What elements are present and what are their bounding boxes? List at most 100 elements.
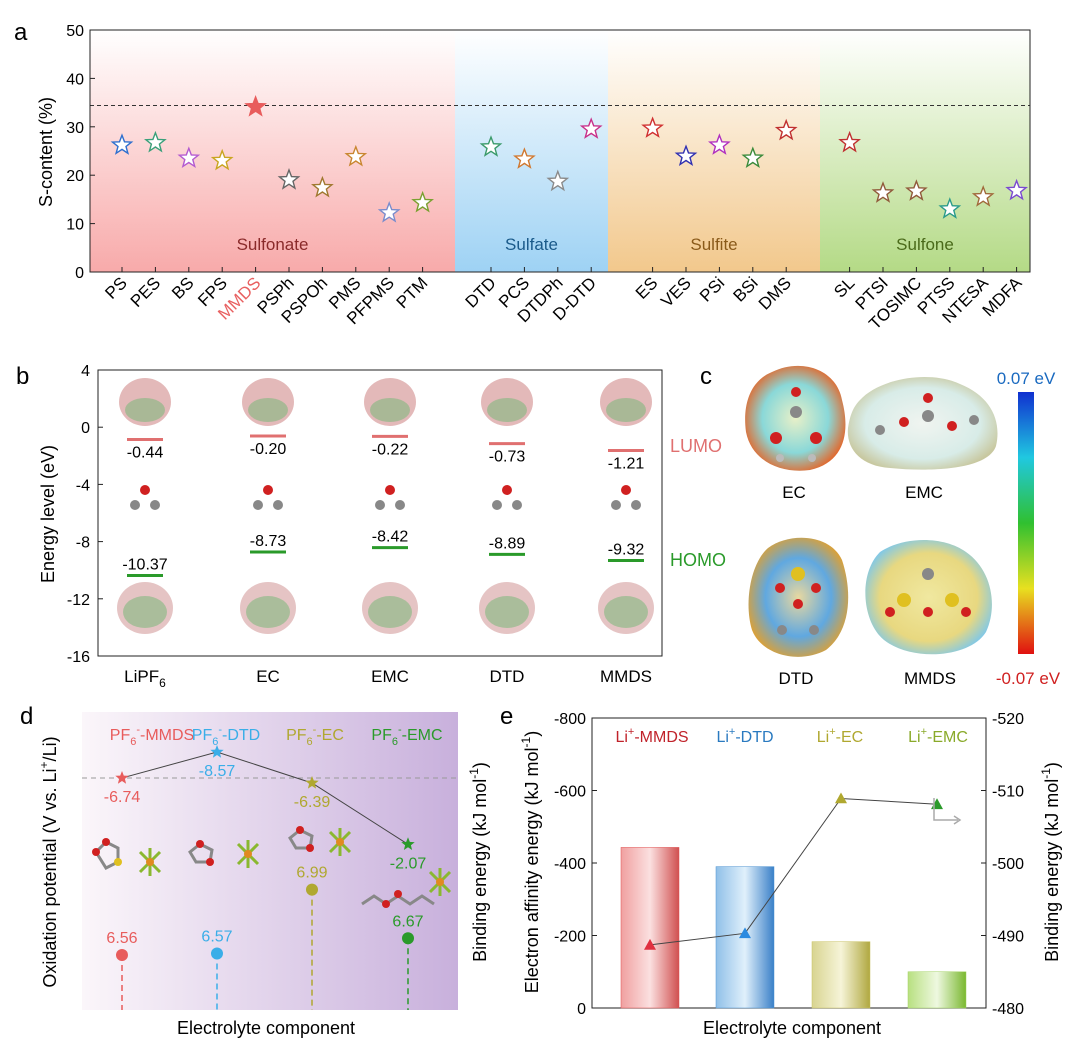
homo-orbital-lobe bbox=[246, 596, 290, 628]
x-tick-label: DTD bbox=[462, 273, 500, 311]
binding-energy-value: -6.39 bbox=[294, 794, 331, 811]
homo-value: -9.32 bbox=[608, 541, 645, 558]
molecule-orbitals-mmds bbox=[598, 378, 654, 634]
x-category-label: LiPF6 bbox=[124, 667, 166, 690]
oxidation-potential-value: 6.67 bbox=[392, 913, 423, 930]
legend-item: Li+-EMC bbox=[908, 726, 968, 746]
colorbar bbox=[1018, 392, 1034, 654]
data-star-ps bbox=[110, 133, 134, 155]
y2-tick-label: -510 bbox=[992, 784, 1024, 801]
data-star-ptss bbox=[938, 197, 962, 219]
lumo-orbital-lobe bbox=[606, 398, 646, 422]
y-axis-label: S-content (%) bbox=[36, 97, 56, 207]
electron-affinity-bar-0 bbox=[620, 847, 680, 1009]
y-tick-label: -800 bbox=[554, 711, 586, 728]
lumo-orbital-lobe bbox=[487, 398, 527, 422]
x-category-label: MMDS bbox=[600, 667, 652, 686]
y-tick-label: 0 bbox=[75, 265, 84, 282]
esp-surface-mmds bbox=[865, 540, 992, 655]
binding-energy-point bbox=[210, 745, 224, 758]
legend-item: PF6--DTD bbox=[192, 724, 260, 748]
atom bbox=[502, 485, 512, 495]
plot-background bbox=[82, 712, 458, 1010]
panel-label-e: e bbox=[500, 703, 513, 730]
y-tick-label: 50 bbox=[66, 23, 84, 40]
data-star-ptsi bbox=[871, 181, 895, 203]
data-star-psph bbox=[277, 168, 301, 190]
data-star-tosimc bbox=[905, 179, 928, 201]
y-tick-label: 0 bbox=[577, 1001, 586, 1018]
binding-energy-point bbox=[835, 792, 847, 804]
homo-orbital-lobe bbox=[485, 596, 529, 628]
atom bbox=[631, 500, 641, 510]
x-tick-label: PES bbox=[127, 273, 164, 310]
legend-item: Li+-MMDS bbox=[615, 726, 688, 746]
esp-surface-ec bbox=[745, 365, 846, 471]
panel-label-b: b bbox=[16, 363, 29, 390]
esp-label-emc: EMC bbox=[905, 483, 943, 502]
oxidation-potential-value: 6.57 bbox=[201, 928, 232, 945]
data-star-pms bbox=[344, 144, 368, 167]
lumo-orbital-lobe bbox=[125, 398, 165, 422]
x-tick-label: BS bbox=[168, 273, 197, 302]
group-region-sulfate bbox=[455, 30, 608, 272]
x-category-label: DTD bbox=[490, 667, 525, 686]
molecule-orbitals-emc bbox=[362, 378, 418, 634]
esp-surface-emc bbox=[847, 377, 998, 470]
lumo-orbital-lobe bbox=[248, 398, 288, 422]
panel-label-d: d bbox=[20, 703, 33, 730]
atom bbox=[375, 500, 385, 510]
x-axis-label: Electrolyte component bbox=[177, 1018, 355, 1038]
panel-b: b 4 0 -4 -8 -12 -16 -0.44 -10.37 -0.20 -8.73 -0.2… bbox=[16, 363, 726, 690]
data-star-psi bbox=[708, 133, 731, 155]
y-tick-label: 10 bbox=[66, 217, 84, 234]
data-star-sl bbox=[838, 130, 861, 153]
electron-affinity-bar-2 bbox=[811, 941, 871, 1009]
oxidation-potential-point bbox=[211, 947, 223, 960]
homo-orbital-lobe bbox=[123, 596, 167, 628]
molecule-orbitals-lipf6 bbox=[117, 378, 173, 634]
lumo-label: LUMO bbox=[670, 436, 722, 456]
homo-value: -8.42 bbox=[372, 529, 409, 546]
group-region-sulfonate bbox=[90, 30, 455, 272]
data-star-mdfa bbox=[1005, 178, 1028, 201]
data-star-pfpms bbox=[377, 201, 401, 223]
electron-affinity-bar-3 bbox=[907, 971, 967, 1009]
molecule-orbitals-dtd bbox=[479, 378, 535, 634]
group-label-sulfite: Sulfite bbox=[690, 235, 737, 254]
homo-orbital-lobe bbox=[604, 596, 648, 628]
y2-tick-label: -480 bbox=[992, 1001, 1024, 1018]
homo-value: -10.37 bbox=[122, 556, 167, 573]
y-axis-label: Oxidation potential (V vs. Li+/Li) bbox=[37, 736, 60, 987]
plot-frame bbox=[97, 369, 663, 657]
y-tick-label: 4 bbox=[81, 363, 90, 380]
oxidation-potential-point bbox=[116, 949, 128, 961]
atom bbox=[130, 500, 140, 510]
binding-energy-point bbox=[305, 776, 319, 789]
binding-energy-value: -8.57 bbox=[199, 763, 236, 780]
y-tick-label: -200 bbox=[554, 929, 586, 946]
data-star-es bbox=[641, 116, 665, 138]
x-category-label: EC bbox=[256, 667, 280, 686]
binding-energy-point bbox=[401, 837, 415, 850]
y-tick-label: -600 bbox=[554, 784, 586, 801]
binding-energy-value: -6.74 bbox=[104, 789, 141, 806]
data-star-pcs bbox=[513, 147, 536, 169]
panel-e: e 0 -200 -400 -600 -800 -480 -490 -500 -510 -520… bbox=[500, 703, 1062, 1038]
y-axis-label: Energy level (eV) bbox=[38, 445, 58, 583]
atom bbox=[273, 500, 283, 510]
data-star-ntesa bbox=[971, 185, 995, 207]
x-category-label: EMC bbox=[371, 667, 409, 686]
atom bbox=[140, 485, 150, 495]
x-tick-label: PTM bbox=[393, 273, 432, 312]
binding-energy-line bbox=[649, 797, 938, 946]
colorbar-min-label: -0.07 eV bbox=[996, 669, 1061, 688]
esp-label-mmds: MMDS bbox=[904, 669, 956, 688]
data-star-mmds bbox=[244, 95, 267, 117]
y-tick-label: -12 bbox=[67, 592, 90, 609]
y2-tick-label: -490 bbox=[992, 929, 1024, 946]
y-tick-label: 30 bbox=[66, 120, 84, 137]
y-tick-label: 20 bbox=[66, 168, 84, 185]
axis-direction-arrow bbox=[933, 798, 962, 825]
panel-label-a: a bbox=[14, 19, 28, 46]
